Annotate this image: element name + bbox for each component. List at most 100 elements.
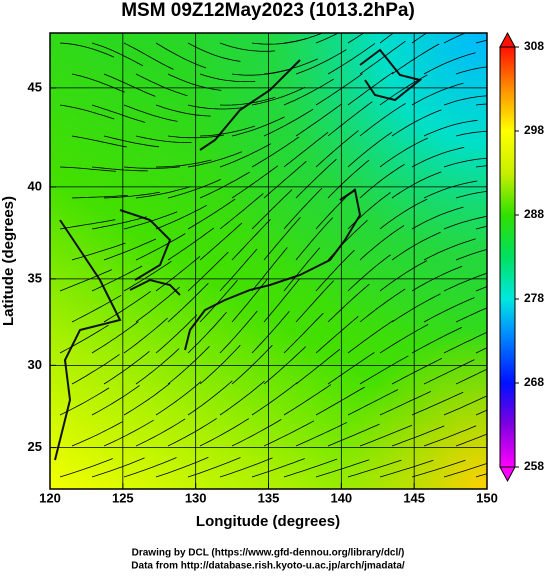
streamline <box>263 58 318 75</box>
colorbar-tick-label: 298 <box>524 123 544 137</box>
streamline <box>423 297 475 323</box>
streamline <box>411 206 464 230</box>
streamline <box>391 43 440 75</box>
streamline <box>123 104 178 122</box>
streamline <box>315 386 365 416</box>
streamline <box>187 42 241 62</box>
streamline <box>295 348 341 385</box>
streamline <box>167 73 222 91</box>
streamline <box>327 220 368 261</box>
streamline <box>443 33 467 44</box>
streamline <box>263 420 315 447</box>
streamline <box>359 163 405 199</box>
streamline <box>283 458 338 478</box>
streamline <box>455 130 487 137</box>
streamline <box>315 130 359 168</box>
streamline <box>219 310 258 354</box>
streamline <box>103 238 157 261</box>
streamline <box>155 104 211 117</box>
streamline <box>251 189 293 230</box>
streamline <box>187 457 241 478</box>
x-tick-label: 140 <box>330 490 352 505</box>
streamline <box>199 280 238 323</box>
streamline <box>475 39 487 44</box>
streamline <box>155 204 207 230</box>
streamline <box>379 137 428 168</box>
streamline <box>455 66 487 75</box>
streamline <box>475 225 487 230</box>
streamline <box>347 71 394 106</box>
streamline <box>59 269 112 292</box>
streamline <box>283 187 323 230</box>
streamline <box>155 314 198 354</box>
streamline <box>443 95 487 106</box>
streamline <box>295 217 333 261</box>
streamline <box>295 422 347 447</box>
streamline <box>187 151 242 168</box>
streamline <box>263 160 307 199</box>
streamline <box>391 231 441 261</box>
streamline <box>295 158 337 199</box>
streamline <box>91 385 140 416</box>
streamline <box>379 198 428 230</box>
streamline <box>219 380 265 416</box>
streamline <box>251 136 300 168</box>
streamline <box>315 33 340 44</box>
streamline <box>135 186 191 199</box>
streamline <box>347 33 365 44</box>
streamline <box>167 282 209 323</box>
streamline <box>71 73 125 93</box>
streamline <box>411 391 464 416</box>
streamline <box>475 409 487 416</box>
streamline <box>199 418 250 447</box>
streamline <box>71 294 122 323</box>
streamline <box>379 459 434 478</box>
streamline <box>199 171 250 199</box>
streamline <box>475 165 487 168</box>
x-tick-label: 125 <box>112 490 134 505</box>
streamline <box>327 283 370 323</box>
streamline <box>187 104 244 110</box>
streamline <box>71 354 120 385</box>
streamline <box>123 260 172 292</box>
streamline <box>327 159 370 199</box>
streamline <box>283 312 324 354</box>
streamline <box>411 459 466 478</box>
streamline <box>91 42 144 67</box>
streamline <box>263 217 301 261</box>
streamline <box>423 425 477 447</box>
streamline <box>91 216 147 230</box>
streamline <box>359 225 405 261</box>
streamline <box>123 457 177 478</box>
streamline <box>327 101 373 137</box>
streamline <box>103 73 156 97</box>
streamline <box>411 33 428 44</box>
streamline <box>423 238 476 261</box>
streamline <box>231 165 279 199</box>
colorbar-tick-label: 258 <box>524 459 544 473</box>
streamline <box>91 166 148 172</box>
streamline <box>71 242 126 261</box>
streamline <box>187 251 229 292</box>
streamline <box>167 418 217 447</box>
streamline <box>315 73 363 106</box>
x-tick-label: 120 <box>39 490 61 505</box>
streamline <box>251 86 306 106</box>
streamline <box>295 280 334 323</box>
streamline <box>91 457 145 478</box>
streamline <box>219 193 264 230</box>
streamline <box>411 82 464 106</box>
streamline <box>475 473 487 478</box>
streamline <box>443 215 487 230</box>
streamline <box>103 419 154 447</box>
streamline <box>91 104 146 123</box>
streamline <box>71 195 128 199</box>
streamline <box>71 135 127 148</box>
streamline <box>411 327 462 354</box>
streamline <box>283 384 332 416</box>
streamline <box>327 423 380 447</box>
streamline <box>379 74 428 106</box>
y-tick-label: 35 <box>28 270 42 285</box>
streamline <box>347 131 393 168</box>
